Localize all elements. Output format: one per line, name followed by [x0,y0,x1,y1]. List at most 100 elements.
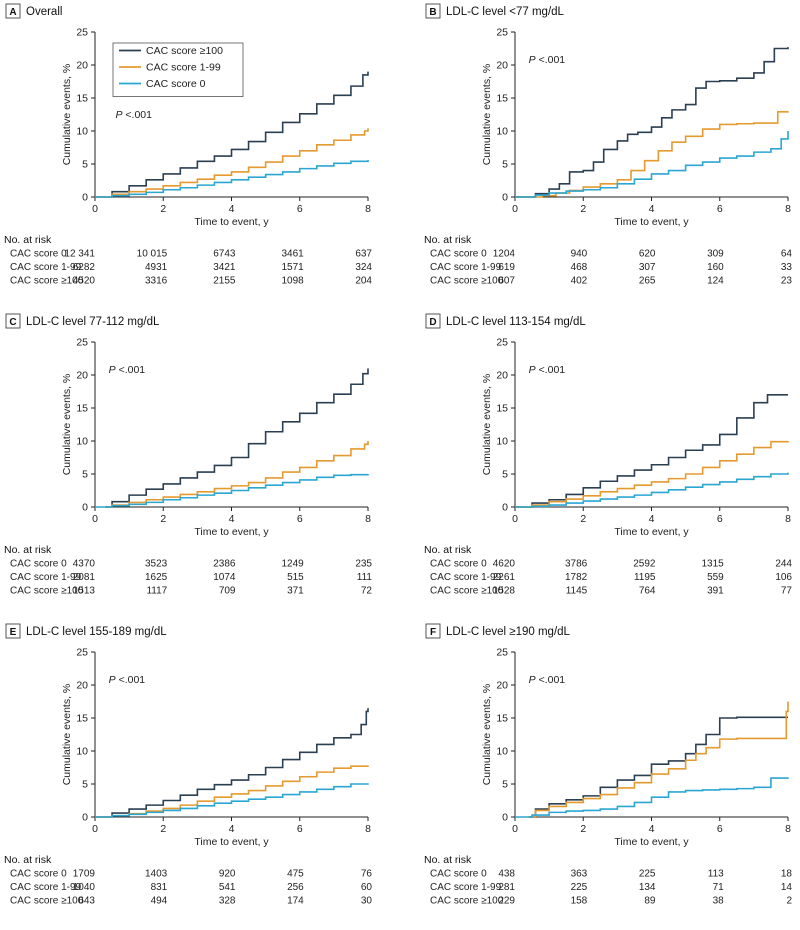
at-risk-header: No. at risk [424,854,472,866]
at-risk-value: 4520 [73,276,96,287]
panel-letter: B [429,7,436,18]
at-risk-value: 1625 [145,572,168,583]
y-tick-label: 5 [82,469,88,481]
x-tick-label: 2 [580,203,586,215]
at-risk-value: 3523 [145,559,168,570]
at-risk-value: 920 [219,869,236,880]
series-line-cac-1-99 [105,441,369,508]
at-risk-value: 134 [639,882,656,893]
at-risk-value: 77 [781,586,793,597]
at-risk-value: 438 [498,869,515,880]
at-risk-row-label: CAC score 0 [430,869,487,880]
at-risk-value: 391 [707,586,724,597]
at-risk-value: 124 [707,276,724,287]
panel-letter: F [430,627,436,638]
at-risk-value: 89 [644,896,656,907]
at-risk-value: 265 [639,276,656,287]
at-risk-value: 468 [571,262,588,273]
at-risk-value: 371 [287,586,304,597]
y-tick-label: 20 [76,680,88,692]
x-tick-label: 8 [365,203,371,215]
at-risk-row-label: CAC score ≥100 [430,896,504,907]
at-risk-value: 4620 [493,559,516,570]
at-risk-value: 494 [151,896,168,907]
x-tick-label: 0 [512,513,518,525]
series-line-cac-0 [95,160,369,198]
y-tick-label: 25 [76,337,88,349]
panel-a: A Overall 0 5 10 15 20 25 0 2 4 6 8 Cumulative events… [4,3,372,287]
y-tick-label: 20 [496,370,508,382]
y-tick-label: 15 [496,93,508,105]
y-tick-label: 15 [496,403,508,415]
at-risk-value: 541 [219,882,236,893]
p-value: P <.001 [109,364,146,376]
x-tick-label: 0 [512,203,518,215]
y-tick-label: 0 [502,192,508,204]
series-line-cac-1-99 [515,440,789,508]
y-tick-label: 10 [496,436,508,448]
panel-title: LDL-C level 77-112 mg/dL [26,316,160,328]
x-tick-label: 4 [229,823,235,835]
at-risk-value: 30 [361,896,373,907]
at-risk-value: 111 [357,572,373,583]
at-risk-value: 4931 [145,262,168,273]
series-line-cac-0 [515,131,789,198]
at-risk-value: 475 [287,869,304,880]
x-tick-label: 0 [92,823,98,835]
p-value: P <.001 [529,674,566,686]
at-risk-value: 2386 [213,559,236,570]
y-axis-label: Cumulative events, % [481,374,493,476]
at-risk-row-label: CAC score 1-99 [430,572,502,583]
at-risk-value: 229 [498,896,515,907]
x-tick-label: 0 [512,823,518,835]
at-risk-value: 113 [708,869,724,880]
panel-badge-box [425,3,441,19]
at-risk-value: 33 [781,262,793,273]
at-risk-value: 281 [498,882,515,893]
panel-badge-box [5,313,21,329]
at-risk-value: 1315 [702,559,725,570]
x-tick-label: 4 [649,513,655,525]
y-tick-label: 10 [496,746,508,758]
y-tick-label: 25 [496,647,508,659]
panel-letter: A [9,7,16,18]
panel-c: C LDL-C level 77-112 mg/dL 0 5 10 15 20 25 0 2 4 6 8… [4,313,373,597]
at-risk-value: 2155 [213,276,236,287]
y-tick-label: 5 [82,159,88,171]
y-tick-label: 5 [82,779,88,791]
at-risk-value: 328 [219,896,236,907]
at-risk-value: 764 [639,586,656,597]
at-risk-value: 235 [355,559,372,570]
at-risk-value: 244 [775,559,792,570]
x-tick-label: 0 [92,203,98,215]
y-tick-label: 0 [82,502,88,514]
at-risk-value: 1528 [493,586,516,597]
at-risk-header: No. at risk [4,234,52,246]
y-axis-label: Cumulative events, % [61,64,73,166]
p-value: P <.001 [109,674,146,686]
at-risk-value: 225 [639,869,656,880]
at-risk-row-label: CAC score 1-99 [10,882,82,893]
at-risk-value: 2592 [633,559,656,570]
x-axis-label: Time to event, y [614,216,689,228]
at-risk-value: 71 [713,882,725,893]
at-risk-value: 204 [355,276,372,287]
at-risk-value: 559 [707,572,724,583]
p-value: P <.001 [115,109,152,121]
at-risk-value: 14 [781,882,793,893]
y-tick-label: 5 [502,469,508,481]
x-tick-label: 6 [297,513,303,525]
legend-label: CAC score ≥100 [146,45,223,57]
x-tick-label: 6 [297,203,303,215]
at-risk-value: 1204 [493,249,516,260]
series-line-cac-1-99 [95,128,369,198]
at-risk-header: No. at risk [424,544,472,556]
x-tick-label: 8 [365,513,371,525]
x-tick-label: 4 [229,513,235,525]
p-value: P <.001 [529,54,566,66]
at-risk-value: 607 [498,276,515,287]
x-tick-label: 2 [580,823,586,835]
series-line-cac-0 [95,783,369,818]
panel-letter: C [9,317,16,328]
